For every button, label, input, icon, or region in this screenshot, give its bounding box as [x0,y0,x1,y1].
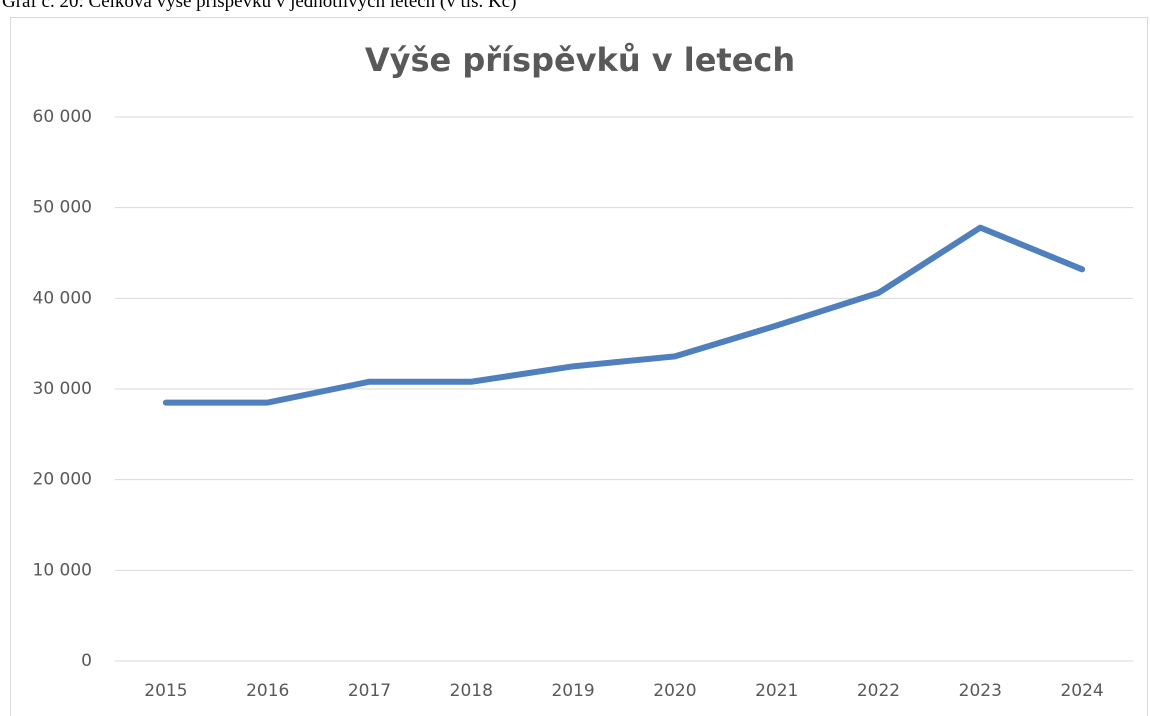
x-tick-label: 2016 [246,681,289,701]
x-tick-label: 2015 [144,681,187,701]
caption: Graf č. 20: Celková výše příspěvku v jed… [2,0,516,12]
x-tick-label: 2022 [857,681,900,701]
x-tick-label: 2018 [450,681,493,701]
x-tick-label: 2017 [348,681,391,701]
y-tick-label: 40 000 [33,288,92,308]
chart-title: Výše příspěvků v letech [365,41,795,79]
x-tick-label: 2021 [755,681,798,701]
y-tick-label: 30 000 [33,379,92,399]
y-tick-label: 60 000 [33,107,92,127]
x-tick-label: 2019 [551,681,594,701]
x-tick-label: 2023 [959,681,1002,701]
data-line [162,224,1086,406]
y-tick-label: 20 000 [33,470,92,490]
y-tick-label: 10 000 [33,560,92,580]
x-tick-label: 2024 [1060,681,1103,701]
y-tick-label: 0 [81,651,92,671]
x-tick-label: 2020 [653,681,696,701]
y-tick-label: 50 000 [33,198,92,218]
